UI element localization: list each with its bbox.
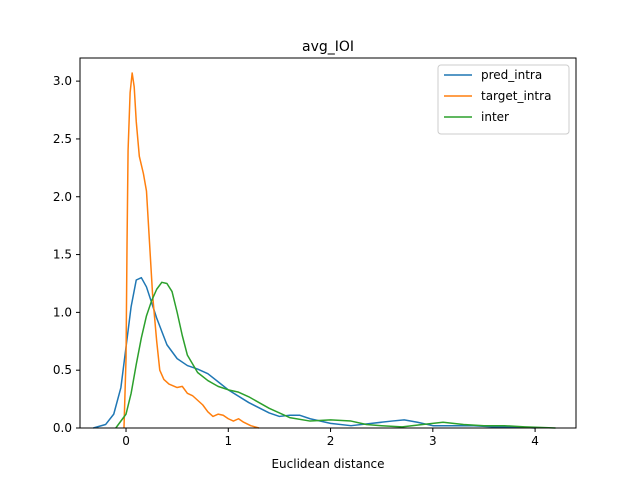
x-tick-label: 3 bbox=[429, 434, 437, 448]
y-tick-label: 3.0 bbox=[53, 74, 72, 88]
legend-label-pred_intra: pred_intra bbox=[481, 68, 542, 82]
x-axis-label: Euclidean distance bbox=[271, 457, 384, 471]
legend-label-target_intra: target_intra bbox=[481, 89, 551, 103]
plot-frame bbox=[79, 57, 577, 429]
y-axis: 0.0 0.5 1.0 1.5 2.0 2.5 3.0 bbox=[53, 74, 80, 435]
x-tick-label: 0 bbox=[122, 434, 130, 448]
y-tick-label: 1.5 bbox=[53, 248, 72, 262]
y-tick-label: 1.0 bbox=[53, 305, 72, 319]
series-line-pred_intra bbox=[93, 276, 536, 429]
chart-title: avg_IOI bbox=[302, 39, 354, 55]
series-line-inter bbox=[115, 281, 556, 429]
series-line-target_intra bbox=[123, 72, 260, 429]
x-tick-label: 1 bbox=[224, 434, 232, 448]
plot-series bbox=[93, 72, 556, 429]
x-axis: 0 1 2 3 4 bbox=[122, 428, 539, 448]
y-tick-label: 0.0 bbox=[53, 421, 72, 435]
x-tick-label: 4 bbox=[531, 434, 539, 448]
y-tick-label: 2.5 bbox=[53, 132, 72, 146]
y-tick-label: 2.0 bbox=[53, 190, 72, 204]
legend-label-inter: inter bbox=[481, 110, 509, 124]
x-tick-label: 2 bbox=[327, 434, 335, 448]
y-tick-label: 0.5 bbox=[53, 363, 72, 377]
